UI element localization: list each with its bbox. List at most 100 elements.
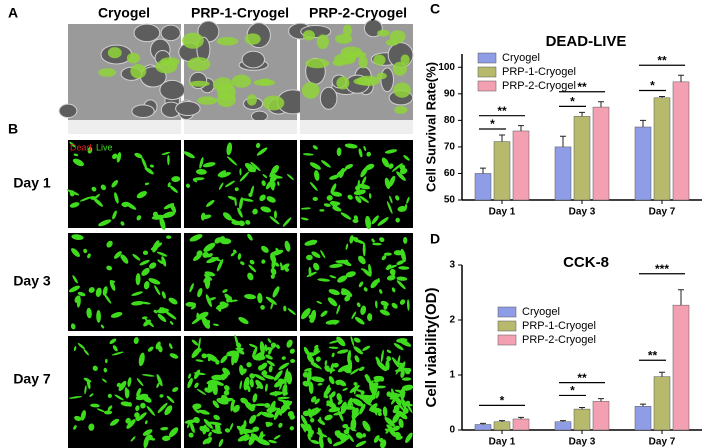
live-cell	[326, 367, 331, 372]
live-cell	[202, 214, 212, 219]
live-cell	[360, 305, 367, 315]
live-cell	[384, 177, 391, 190]
live-cell	[212, 380, 224, 386]
y-tick-label: 70	[444, 142, 456, 153]
live-cell	[306, 271, 317, 277]
live-cell	[274, 370, 283, 381]
y-tick-label: 0	[449, 425, 455, 436]
live-cell	[206, 199, 215, 207]
live-cell	[270, 273, 275, 279]
live-cell	[268, 439, 277, 444]
live-cell	[221, 394, 229, 402]
live-cell	[87, 253, 91, 259]
live-cell	[244, 435, 253, 442]
sem-pore	[131, 104, 155, 119]
live-cell	[169, 353, 179, 359]
live-cell	[185, 301, 197, 307]
live-cell	[226, 142, 233, 156]
live-cell	[351, 311, 357, 320]
live-cell	[270, 301, 274, 310]
live-cell	[120, 221, 125, 226]
live-cell	[386, 275, 396, 281]
live-cell	[161, 291, 166, 299]
live-cell	[257, 292, 263, 304]
live-cell	[363, 287, 368, 292]
error-bar	[499, 134, 505, 142]
live-cell	[229, 422, 234, 431]
live-cell	[377, 217, 389, 226]
live-cell	[345, 243, 349, 250]
live-cell	[215, 302, 229, 310]
live-cell	[316, 301, 323, 305]
sem-pore	[160, 24, 181, 42]
micrographs	[58, 19, 414, 448]
live-cell	[311, 251, 321, 258]
live-cell	[386, 356, 392, 362]
live-cell	[222, 212, 233, 221]
sem-cell	[130, 64, 147, 79]
live-cell	[331, 191, 343, 197]
live-cell	[147, 346, 154, 352]
live-cell	[358, 281, 364, 288]
live-cell	[189, 283, 194, 293]
live-cell	[372, 386, 378, 395]
panel-label: A	[8, 5, 18, 21]
sem-cell	[305, 58, 330, 69]
live-cell	[157, 259, 164, 264]
live-cell	[350, 368, 360, 375]
live-cell	[144, 182, 150, 186]
live-cell	[156, 374, 163, 387]
live-cell	[169, 203, 177, 213]
live-cell	[405, 432, 413, 443]
significance-label: *	[490, 117, 495, 131]
live-cell	[328, 407, 341, 413]
live-cell	[270, 342, 277, 348]
live-cell	[160, 426, 169, 431]
live-cell	[398, 338, 412, 347]
significance-label: **	[497, 104, 507, 118]
live-cell	[187, 377, 193, 389]
live-cell	[370, 380, 374, 386]
live-cell	[329, 362, 334, 374]
live-cell	[249, 378, 254, 388]
live-cell	[285, 371, 292, 385]
sem-cell	[107, 47, 122, 59]
live-cell	[141, 316, 148, 320]
live-cell	[406, 196, 410, 204]
legend-swatch	[477, 52, 497, 64]
live-cell	[343, 367, 352, 374]
live-cell	[218, 438, 224, 447]
live-cell	[202, 162, 216, 168]
live-cell	[379, 309, 390, 316]
live-cell	[223, 385, 230, 391]
live-cell	[277, 181, 280, 186]
live-cell	[213, 414, 220, 421]
live-cell	[302, 371, 309, 378]
live-cell	[204, 387, 211, 393]
live-cell	[248, 433, 257, 446]
live-cell	[267, 338, 272, 344]
live-cell	[259, 341, 265, 356]
live-cell	[261, 245, 269, 253]
live-cell	[261, 180, 266, 187]
y-tick-label: 60	[444, 168, 456, 179]
bar	[592, 106, 610, 201]
live-cell	[166, 395, 175, 404]
sem-cell	[377, 29, 390, 37]
legend-label: Cryogel	[522, 306, 560, 318]
live-cell	[302, 380, 310, 387]
y-tick-label: 50	[444, 195, 456, 206]
live-cell	[400, 361, 406, 372]
legend-label: PRP-1-Cryogel	[522, 320, 596, 332]
row-label: Day 1	[13, 175, 51, 191]
live-cell	[352, 218, 359, 224]
live-cell	[391, 287, 396, 293]
live-cell	[329, 174, 340, 180]
sem-cell	[262, 95, 285, 111]
live-cell	[236, 342, 242, 349]
live-cell	[349, 427, 357, 432]
live-cell	[218, 182, 224, 190]
live-cell	[141, 267, 150, 276]
live-cell	[375, 356, 381, 364]
live-cell	[102, 378, 107, 383]
